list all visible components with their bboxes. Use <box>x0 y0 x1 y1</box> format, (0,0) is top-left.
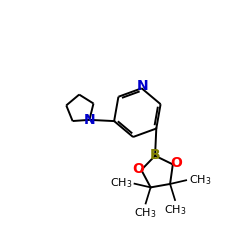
Text: B: B <box>150 148 160 162</box>
Text: O: O <box>132 162 144 176</box>
Text: O: O <box>170 156 182 170</box>
Text: CH$_3$: CH$_3$ <box>134 207 156 220</box>
Text: N: N <box>84 113 95 127</box>
Text: N: N <box>136 79 148 93</box>
Text: CH$_3$: CH$_3$ <box>164 203 187 217</box>
Text: CH$_3$: CH$_3$ <box>188 173 211 187</box>
Text: CH$_3$: CH$_3$ <box>110 176 132 190</box>
